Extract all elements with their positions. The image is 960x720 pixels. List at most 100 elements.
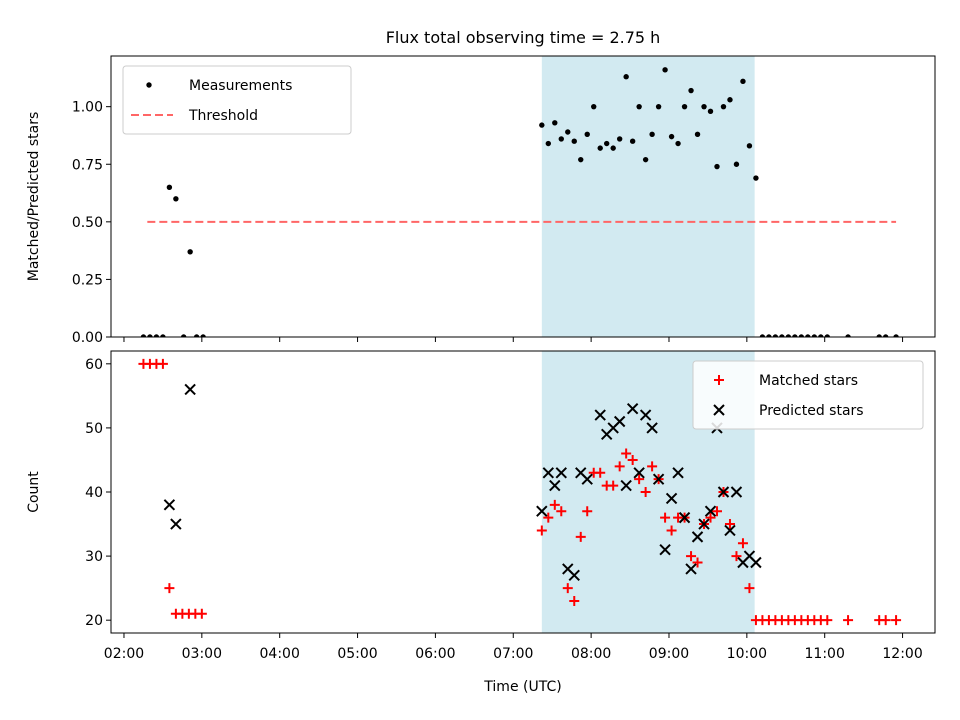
- data-point: [610, 145, 616, 151]
- data-point: [662, 67, 668, 73]
- data-point: [634, 474, 645, 485]
- legend-label: Threshold: [188, 108, 258, 124]
- data-point: [740, 78, 746, 85]
- data-point: [753, 175, 759, 181]
- data-point: [636, 103, 642, 110]
- data-point: [568, 569, 580, 582]
- series-measurements: [140, 67, 899, 337]
- data-point: [882, 334, 889, 337]
- data-point: [166, 184, 173, 190]
- data-point: [692, 557, 703, 568]
- data-point: [694, 131, 701, 138]
- y-tick-label: 50: [85, 421, 103, 437]
- data-point: [681, 103, 688, 110]
- data-point: [717, 486, 730, 498]
- data-point: [714, 163, 720, 170]
- data-point: [536, 525, 547, 536]
- data-point: [701, 103, 707, 110]
- series-matched-stars: [138, 358, 902, 626]
- data-point: [552, 120, 558, 126]
- data-point: [597, 145, 603, 151]
- data-point: [665, 492, 678, 505]
- y-tick-label: 0.75: [72, 157, 103, 173]
- legend-box: [692, 360, 924, 430]
- data-point: [584, 131, 590, 138]
- legend-swatch: [146, 82, 152, 88]
- data-point: [746, 143, 753, 149]
- data-point: [565, 129, 571, 135]
- x-tick-label: 08:00: [571, 646, 611, 662]
- data-point: [876, 334, 882, 337]
- data-point: [785, 334, 792, 337]
- observing-span: [541, 56, 755, 337]
- data-point: [640, 487, 651, 497]
- data-point: [591, 103, 597, 110]
- data-point: [160, 334, 166, 337]
- data-point: [880, 615, 891, 626]
- data-point: [157, 358, 168, 369]
- data-point: [698, 518, 710, 530]
- plot-area: [140, 67, 899, 337]
- legend-label: Measurements: [189, 78, 292, 94]
- data-point: [779, 334, 785, 337]
- data-point: [822, 615, 833, 626]
- x-tick-label: 11:00: [805, 646, 845, 662]
- x-tick-label: 12:00: [882, 646, 922, 662]
- data-point: [621, 448, 632, 459]
- data-point: [184, 383, 196, 396]
- data-point: [744, 583, 755, 594]
- legend: Measurements Threshold: [122, 65, 352, 135]
- data-point: [686, 551, 697, 562]
- data-point: [792, 334, 798, 337]
- data-point: [595, 467, 606, 478]
- data-point: [569, 595, 580, 606]
- data-point: [147, 334, 153, 337]
- y-tick-label: 20: [85, 613, 103, 629]
- data-point: [173, 196, 179, 202]
- data-point: [616, 136, 623, 142]
- data-point: [558, 136, 564, 142]
- data-point: [539, 122, 545, 128]
- data-point: [766, 334, 772, 337]
- data-point: [893, 334, 899, 337]
- data-point: [153, 334, 160, 337]
- data-point: [724, 519, 735, 530]
- plot-area: [138, 358, 902, 626]
- series-predicted-stars: [163, 383, 762, 582]
- data-point: [620, 479, 632, 492]
- data-point: [536, 505, 548, 517]
- data-point: [727, 97, 733, 103]
- x-tick-label: 09:00: [649, 646, 689, 662]
- data-point: [688, 87, 694, 94]
- y-tick-label: 60: [85, 357, 103, 373]
- y-axis-label: Count: [26, 471, 42, 513]
- data-point: [672, 467, 684, 479]
- data-point: [704, 505, 717, 517]
- data-point: [549, 479, 561, 492]
- data-point: [571, 138, 577, 144]
- data-point: [652, 473, 665, 485]
- y-tick-label: 0.25: [72, 272, 103, 288]
- data-point: [724, 524, 736, 537]
- panel-1: 0.00 0.25 0.50 0.75 1.00 Matched/Predicted st…: [26, 55, 936, 346]
- x-tick-label: 02:00: [104, 646, 144, 662]
- data-point: [707, 108, 714, 114]
- data-point: [193, 334, 200, 337]
- data-point: [891, 615, 902, 626]
- y-tick-label: 0.50: [72, 215, 103, 231]
- data-point: [164, 583, 175, 594]
- data-point: [140, 334, 147, 337]
- data-point: [170, 518, 182, 530]
- data-point: [646, 422, 658, 434]
- x-tick-label: 10:00: [727, 646, 767, 662]
- data-point: [603, 140, 610, 147]
- x-tick-label: 06:00: [415, 646, 455, 662]
- data-point: [843, 615, 854, 626]
- y-tick-label: 40: [85, 485, 103, 501]
- data-point: [720, 103, 727, 110]
- axes-frame: [110, 55, 936, 338]
- data-point: [608, 480, 619, 491]
- y-tick-label: 1.00: [72, 100, 103, 116]
- data-point: [549, 499, 560, 510]
